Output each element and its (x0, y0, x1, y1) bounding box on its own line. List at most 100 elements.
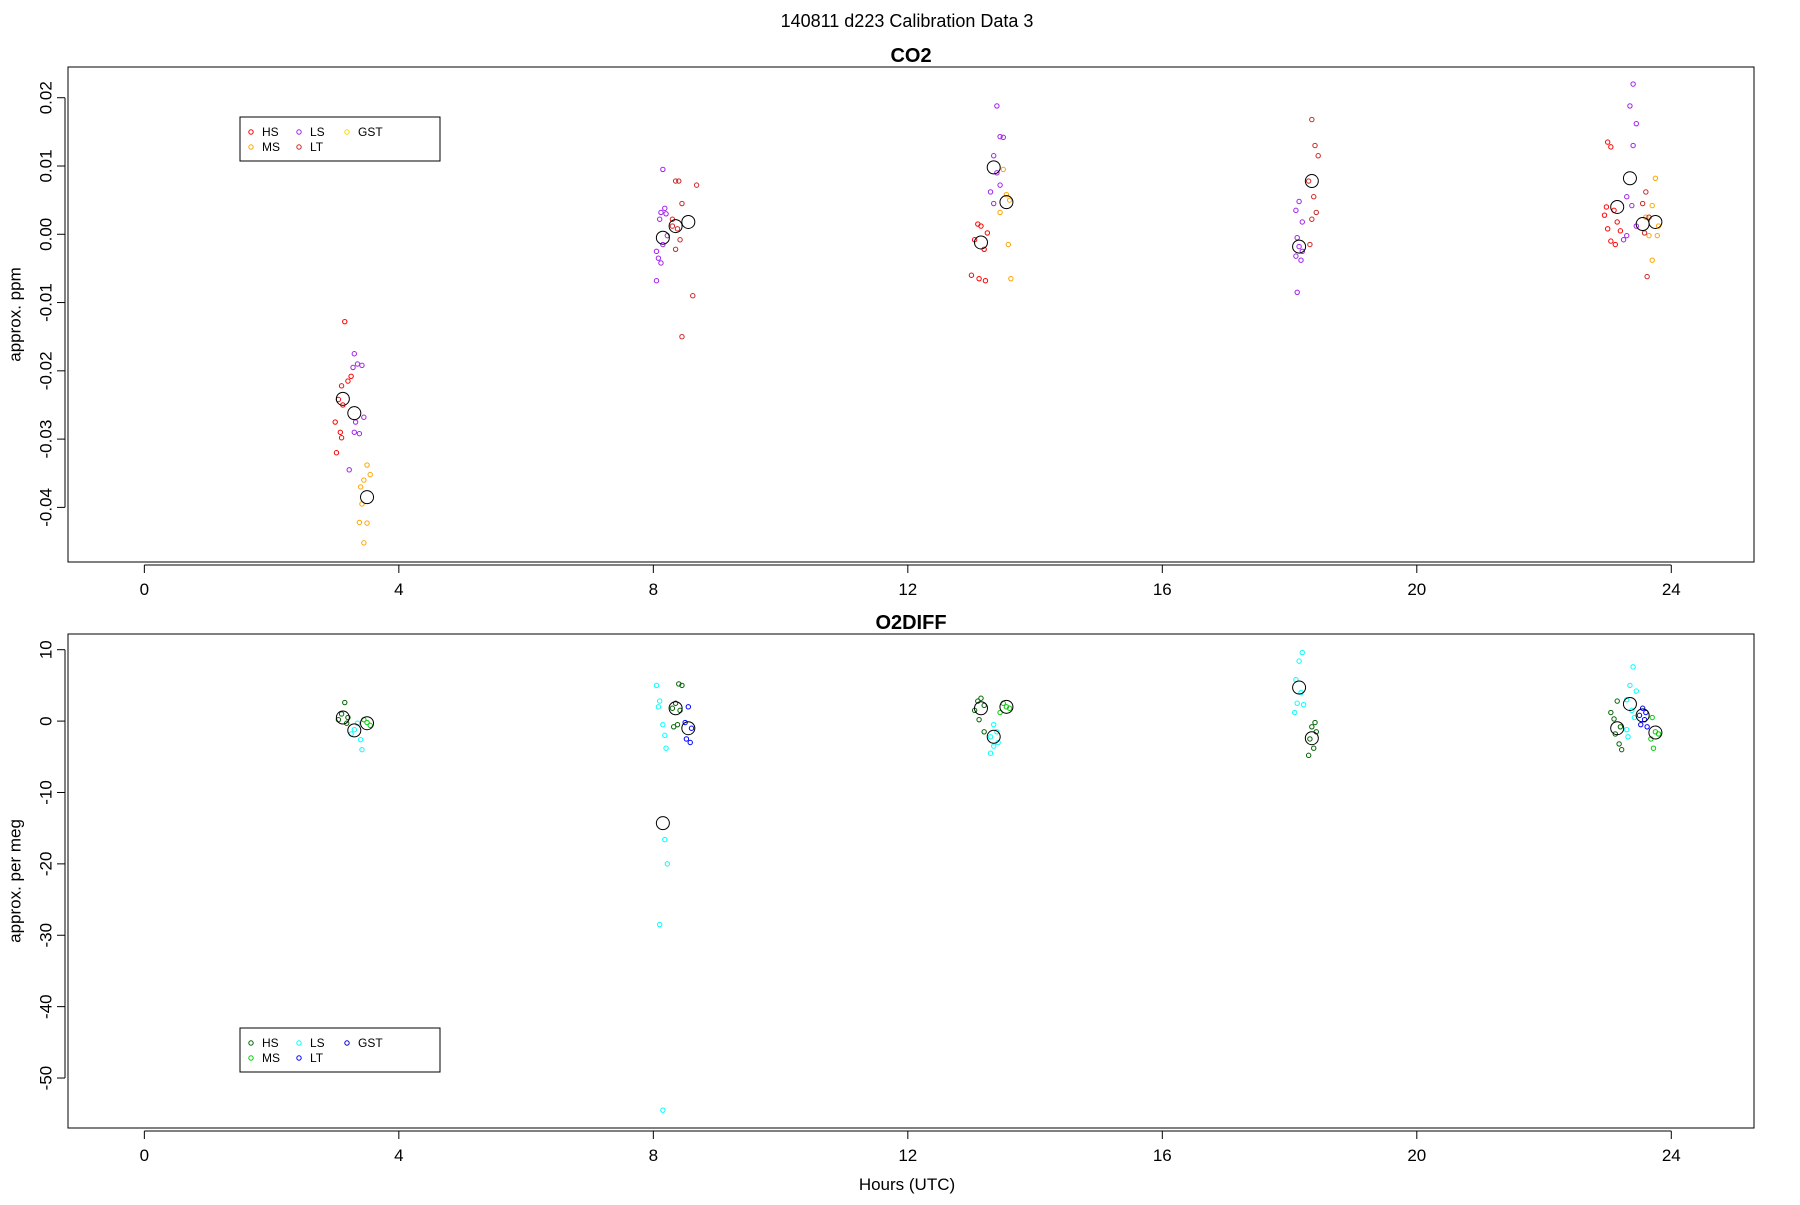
data-point (352, 419, 359, 425)
figure-title: 140811 d223 Calibration Data 3 (781, 11, 1034, 31)
x-tick-label: 20 (1407, 1146, 1426, 1165)
data-point (367, 471, 373, 478)
legend-marker (248, 1055, 254, 1061)
data-point (656, 698, 663, 704)
data-point (343, 720, 350, 726)
data-point (1299, 248, 1305, 255)
x-tick-label: 8 (649, 1146, 658, 1165)
data-point (356, 519, 363, 526)
x-tick-label: 8 (649, 580, 658, 599)
data-point (1003, 191, 1010, 198)
data-point (1299, 219, 1305, 225)
data-point (364, 520, 370, 526)
data-point (1630, 81, 1636, 87)
data-point (337, 429, 344, 435)
legend-box (239, 116, 441, 162)
data-point (1629, 202, 1635, 209)
data-point (357, 484, 364, 490)
data-point (1601, 212, 1608, 218)
data-point (345, 378, 351, 384)
plot-frame (67, 66, 1755, 563)
data-point (662, 205, 668, 212)
mean-marker (655, 816, 670, 831)
data-point (1644, 273, 1650, 280)
mean-marker (1648, 214, 1663, 229)
mean-marker (347, 406, 362, 421)
mean-marker (360, 490, 375, 505)
data-point (664, 861, 671, 867)
data-point (338, 711, 345, 717)
data-point (687, 739, 693, 746)
data-point (976, 716, 982, 723)
data-point (354, 361, 361, 367)
mean-marker (668, 701, 683, 716)
data-point (679, 200, 685, 207)
legend-marker (296, 1055, 302, 1061)
data-point (1309, 116, 1315, 123)
legend-marker (296, 1040, 302, 1046)
data-point (991, 153, 997, 159)
data-point (1005, 241, 1012, 248)
x-tick-label: 16 (1153, 1146, 1172, 1165)
data-point (653, 278, 660, 284)
data-point (1612, 241, 1619, 248)
plot-frame (67, 633, 1755, 1129)
data-point (1627, 103, 1633, 109)
data-point (342, 318, 348, 325)
data-point (663, 745, 669, 751)
data-point (676, 681, 682, 687)
mean-marker (1622, 171, 1637, 186)
y-tick-label: 10 (36, 640, 55, 659)
data-point (660, 721, 666, 728)
x-tick-label: 4 (394, 1146, 403, 1165)
data-point (690, 293, 696, 299)
data-point (1611, 716, 1617, 722)
data-point (338, 383, 345, 389)
legend-entry-label: HS (262, 125, 279, 139)
data-point (991, 721, 997, 728)
data-point (1293, 253, 1299, 259)
data-point (679, 682, 685, 689)
data-point (987, 734, 994, 740)
legend-entry-label: MS (262, 140, 280, 154)
mean-marker (335, 391, 350, 406)
y-tick-label: 0.02 (36, 81, 55, 114)
data-point (1296, 198, 1302, 205)
data-point (1644, 724, 1650, 730)
data-point (356, 430, 363, 437)
data-point (357, 736, 364, 743)
x-tick-label: 12 (898, 580, 917, 599)
data-point (655, 704, 662, 710)
data-point (342, 699, 348, 706)
x-tick-label: 20 (1407, 580, 1426, 599)
data-point (1639, 705, 1646, 711)
data-point (653, 682, 660, 689)
data-point (987, 189, 994, 195)
data-point (978, 223, 984, 229)
data-point (1643, 189, 1649, 195)
data-point (984, 230, 991, 236)
data-point (1296, 243, 1302, 250)
data-point (976, 275, 982, 282)
legend-entry-label: LS (310, 125, 325, 139)
data-point (1298, 257, 1304, 263)
data-point (975, 698, 981, 704)
data-point (1617, 228, 1624, 234)
data-point (1604, 139, 1611, 145)
mean-marker (986, 729, 1001, 744)
mean-marker (1610, 199, 1625, 214)
y-tick-label: -40 (36, 994, 55, 1019)
y-axis-label: approx. per meg (5, 819, 24, 943)
data-point (1617, 724, 1624, 730)
data-point (994, 729, 1000, 735)
panel-title: CO2 (890, 45, 931, 67)
mean-marker (655, 230, 670, 245)
data-point (1309, 724, 1315, 730)
data-point (997, 182, 1003, 188)
data-point (350, 364, 356, 371)
y-tick-label: -0.03 (36, 420, 55, 459)
data-point (1650, 745, 1657, 751)
data-point (662, 732, 668, 739)
